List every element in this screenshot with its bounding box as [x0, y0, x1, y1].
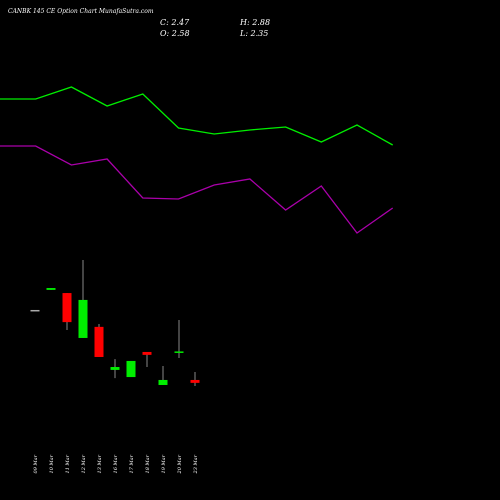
ohlc-info: H: 2.88: [239, 18, 270, 27]
candle-body: [142, 351, 152, 355]
ohlc-info: L: 2.35: [239, 29, 268, 38]
ohlc-info: C: 2.47: [160, 18, 190, 27]
x-tick-label: 16 Mar: [113, 454, 119, 473]
x-tick-label: 10 Mar: [49, 454, 55, 473]
x-tick-label: 09 Mar: [33, 454, 39, 473]
candle-body: [174, 351, 184, 353]
x-tick-label: 12 Mar: [81, 454, 87, 473]
candle-body: [110, 367, 120, 370]
candle-body: [190, 379, 200, 383]
x-tick-label: 17 Mar: [129, 454, 135, 473]
ohlc-info: O: 2.58: [160, 29, 190, 38]
candle-body: [78, 299, 88, 338]
candle-body: [46, 288, 56, 290]
x-tick-label: 11 Mar: [65, 454, 71, 473]
x-tick-label: 19 Mar: [161, 454, 167, 473]
x-tick-label: 23 Mar: [193, 454, 199, 474]
candle-body: [62, 293, 72, 323]
candle-body: [94, 326, 104, 357]
x-tick-label: 18 Mar: [145, 454, 151, 473]
indicator-line: [0, 86, 394, 146]
indicator-line: [0, 145, 394, 234]
chart-title: CANBK 145 CE Option Chart MunafaSutra.co…: [8, 8, 154, 15]
candle-body: [158, 379, 168, 385]
x-tick-label: 13 Mar: [97, 454, 103, 473]
candle-body: [30, 309, 40, 312]
x-tick-label: 20 Mar: [177, 454, 183, 474]
candle-body: [126, 360, 136, 378]
